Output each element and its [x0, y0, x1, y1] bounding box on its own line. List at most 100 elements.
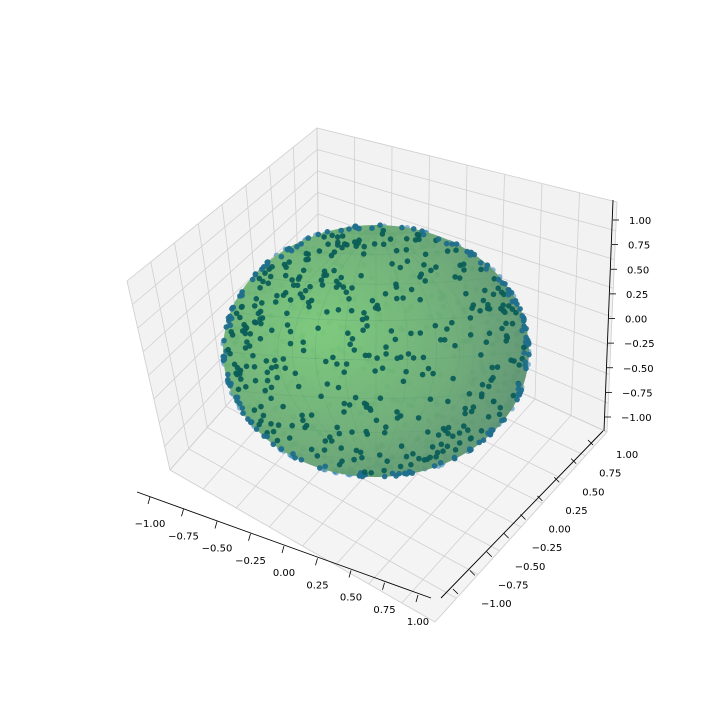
scatter-point [336, 430, 343, 437]
scatter-point [259, 300, 265, 306]
scatter-point [298, 457, 305, 463]
scatter-point [294, 243, 300, 250]
axis-lines [136, 199, 614, 599]
scatter-point [294, 282, 301, 289]
left-pane-grid-line [132, 149, 318, 305]
scatter-point [300, 267, 307, 274]
scatter-point [286, 259, 293, 265]
scatter-point [329, 232, 336, 239]
scatter-point [397, 413, 404, 419]
scatter-point [300, 339, 307, 346]
scatter-point [445, 398, 451, 405]
scatter-point [261, 264, 267, 270]
scatter-point [360, 251, 367, 257]
scatter-point [416, 236, 422, 243]
scatter-point [435, 236, 442, 242]
scatter-point [467, 315, 474, 321]
scatter-point [452, 447, 459, 453]
y-axis-tick [553, 476, 560, 483]
scatter-point [269, 327, 275, 334]
scatter-point [461, 267, 467, 273]
scatter-point [352, 394, 359, 401]
scatter-point [267, 273, 274, 280]
scatter-point [246, 343, 253, 349]
scatter-point [364, 431, 371, 438]
scatter-point [515, 381, 522, 388]
scatter-point [482, 287, 488, 294]
scatter-point [478, 352, 484, 358]
y-axis-tick [469, 570, 476, 576]
scatter-point [503, 320, 509, 327]
scatter-point [491, 276, 498, 282]
scatter-point [521, 344, 527, 351]
scatter-point [343, 289, 350, 296]
scatter-point [245, 416, 251, 422]
scatter-point [479, 391, 485, 397]
scatter-point [323, 358, 329, 365]
scatter-point [397, 463, 404, 470]
scatter-point [407, 469, 414, 476]
x-axis-tick-label: −0.75 [168, 531, 199, 542]
y-axis-tick-label: −1.00 [481, 599, 512, 610]
scatter-point [233, 310, 240, 317]
scatter-point [433, 454, 439, 460]
x-axis-tick [315, 558, 318, 566]
scatter-point [373, 417, 380, 424]
scatter-point [510, 392, 517, 399]
scatter-point [295, 383, 302, 390]
scatter-point [317, 465, 323, 471]
scatter-point [480, 437, 487, 444]
scatter-point [443, 240, 450, 247]
y-axis-tick [503, 532, 509, 539]
scatter-point [363, 315, 370, 321]
z-axis-tick-label: 0.00 [625, 315, 647, 326]
scatter-point [384, 458, 391, 465]
scatter-point [319, 282, 326, 288]
scatter-point [308, 446, 315, 453]
scatter-point [361, 310, 367, 316]
scatter-point [506, 303, 512, 309]
scatter-point [324, 381, 331, 387]
scatter-point [315, 231, 322, 238]
scatter-point [221, 337, 227, 344]
scatter-point [349, 429, 355, 435]
scatter-point [450, 433, 456, 440]
scatter-point [318, 277, 325, 284]
scatter-point [369, 297, 376, 304]
x-axis-tick [281, 545, 285, 554]
scatter-point [496, 411, 503, 418]
sphere-latitude-line [230, 311, 522, 321]
scatter-point [479, 381, 486, 388]
scatter-point [452, 274, 458, 280]
scatter-point [316, 248, 323, 254]
scatter-point [471, 251, 478, 258]
scatter-point [284, 310, 290, 317]
scatter-point [227, 322, 234, 329]
scatter-point [303, 422, 310, 429]
scatter-point [352, 239, 358, 245]
scatter-point [417, 330, 424, 336]
scatter-point [467, 332, 474, 338]
scatter-point [239, 289, 245, 295]
left-pane-grid-line [126, 127, 318, 282]
scatter-point [251, 303, 258, 309]
y-axis-tick [587, 439, 594, 446]
scatter-point [308, 412, 315, 418]
z-axis-tick-label: 0.75 [628, 241, 650, 252]
scatter-point [282, 272, 289, 279]
scatter-point [268, 384, 275, 391]
scatter-point [485, 414, 492, 420]
scatter-point [257, 285, 263, 291]
scatter-point [478, 428, 485, 434]
scatter-point [253, 296, 260, 302]
scatter-point [298, 241, 305, 247]
scatter-point [257, 335, 264, 342]
left-pane-grid-line [137, 170, 318, 329]
scatter-point [444, 248, 451, 254]
scatter-point [307, 283, 313, 290]
scatter-point [234, 398, 240, 404]
scatter-point [238, 376, 244, 382]
scatter-point [393, 247, 400, 254]
x-axis-tick [348, 570, 352, 578]
